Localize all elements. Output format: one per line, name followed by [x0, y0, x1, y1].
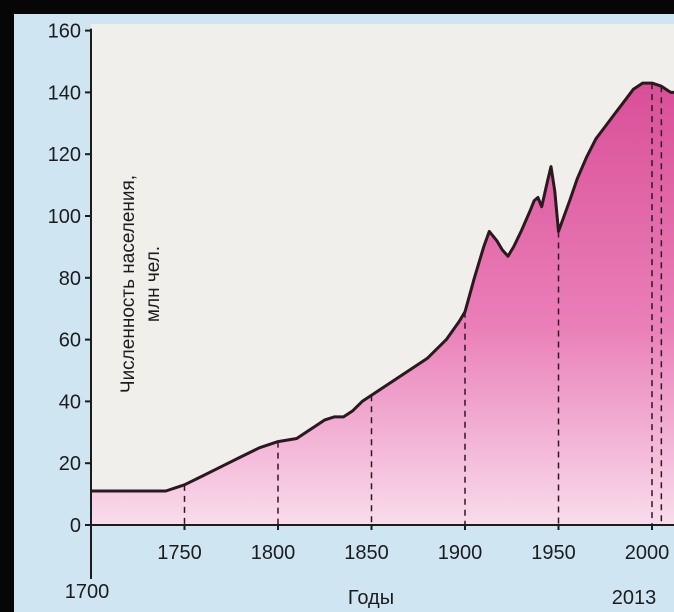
x-start-label: 1700: [65, 581, 110, 603]
population-area: [91, 83, 674, 525]
population-line: [91, 81, 674, 493]
x-tick-label-1800: 1800: [251, 542, 296, 564]
x-axis-title: Годы: [348, 587, 394, 609]
y-axis-title-line1: Численность населения,: [118, 175, 139, 393]
y-tick-label-0: 0: [70, 515, 81, 537]
x-tick-label-1900: 1900: [438, 542, 483, 564]
x-end-label: 2013: [612, 587, 657, 609]
y-tick-label-160: 160: [48, 21, 81, 43]
x-tick-label-1950: 1950: [531, 542, 576, 564]
y-axis-title-line2: млн чел.: [143, 246, 164, 322]
chart-frame: 0 20 40 60 80 100 120 140 160 1750 1800 1850 1900 195…: [14, 14, 674, 612]
population-chart: 0 20 40 60 80 100 120 140 160 1750 1800 1850 1900 195…: [48, 21, 674, 609]
y-tick-label-80: 80: [59, 268, 81, 290]
y-tick-label-40: 40: [59, 391, 81, 413]
y-tick-label-100: 100: [48, 206, 81, 228]
x-tick-label-1750: 1750: [157, 542, 202, 564]
y-tick-label-120: 120: [48, 144, 81, 166]
y-tick-label-60: 60: [59, 330, 81, 352]
y-tick-label-140: 140: [48, 82, 81, 104]
x-tick-label-2000: 2000: [625, 542, 670, 564]
y-tick-label-20: 20: [59, 453, 81, 475]
x-tick-label-1850: 1850: [344, 542, 389, 564]
